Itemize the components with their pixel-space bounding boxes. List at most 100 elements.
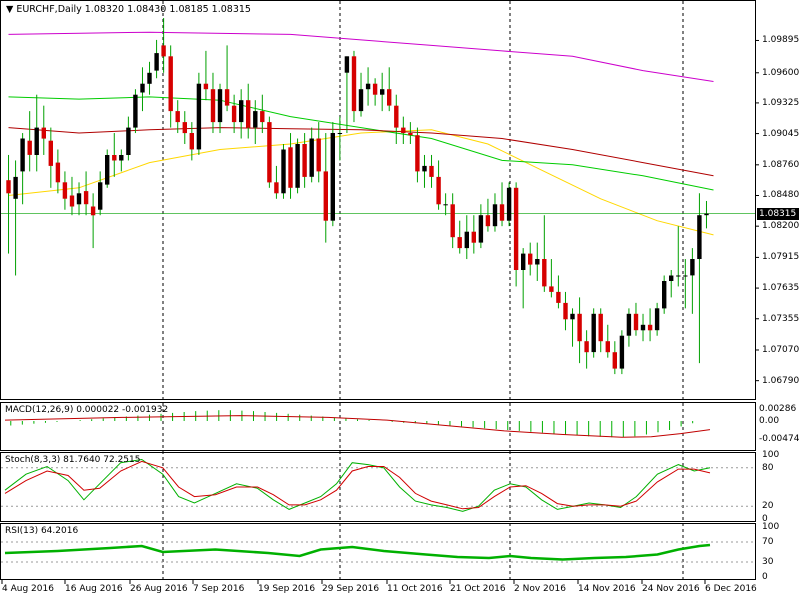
- candle: [372, 78, 378, 106]
- candle-body: [640, 324, 646, 331]
- candle-body: [633, 313, 639, 331]
- candle: [365, 67, 371, 106]
- candle-body: [704, 213, 709, 216]
- candle: [55, 149, 61, 194]
- candle: [471, 215, 476, 254]
- current-price-box: 1.08315: [757, 207, 799, 220]
- price-tick-label: 1.09045: [762, 128, 800, 139]
- date-tick-label: 6 Dec 2016: [705, 584, 757, 594]
- candle: [260, 94, 265, 134]
- candle-body: [415, 135, 420, 172]
- candle: [133, 89, 138, 134]
- date-separator-lines: [162, 1, 684, 580]
- candle-body: [690, 259, 695, 276]
- candle-body: [189, 133, 194, 150]
- candle-body: [105, 155, 110, 185]
- candle: [316, 122, 321, 183]
- candle-body: [584, 341, 589, 353]
- price-tick-label: 1.06790: [762, 375, 800, 386]
- candle-body: [612, 352, 617, 369]
- candle: [556, 275, 561, 309]
- candle-body: [140, 83, 145, 93]
- candle: [140, 67, 145, 112]
- candle-body: [542, 259, 547, 287]
- candle-body: [246, 100, 251, 128]
- candle-body: [394, 105, 399, 128]
- candle: [584, 330, 589, 369]
- candle: [48, 127, 53, 188]
- candle: [246, 83, 251, 139]
- candle: [478, 204, 484, 249]
- candle: [429, 154, 434, 188]
- candle-body: [358, 89, 364, 112]
- date-tick-label: 26 Aug 2016: [130, 584, 188, 594]
- moving-averages: [8, 31, 714, 236]
- candle: [492, 193, 498, 232]
- candle: [189, 122, 194, 161]
- date-tick-label: 2 Nov 2016: [514, 584, 566, 594]
- candle-body: [577, 313, 582, 342]
- candle: [485, 198, 491, 232]
- candle: [662, 275, 667, 314]
- candle-body: [337, 133, 343, 134]
- candle: [98, 171, 103, 216]
- candle-body: [20, 138, 25, 172]
- candle-body: [224, 89, 230, 106]
- axis-tick-marks: [1, 39, 759, 584]
- candle: [344, 56, 350, 134]
- price-tick-label: 1.09895: [762, 35, 800, 46]
- candle-body: [591, 313, 596, 353]
- candle-body: [295, 144, 300, 188]
- candle-body: [112, 155, 117, 161]
- candle-body: [387, 89, 392, 106]
- candle: [387, 67, 392, 112]
- candle-body: [133, 94, 138, 128]
- stoch-main-line: [4, 458, 711, 512]
- candle-body: [6, 180, 11, 194]
- rsi-indicator: [1, 541, 755, 563]
- collapse-arrow-icon[interactable]: ▼: [6, 4, 14, 15]
- candle: [612, 341, 617, 375]
- candle: [528, 242, 533, 276]
- candle-body: [34, 127, 39, 155]
- rsi-line: [4, 543, 711, 561]
- candle-body: [260, 111, 265, 123]
- candle-body: [281, 149, 286, 194]
- candle-body: [372, 83, 378, 95]
- candle-body: [231, 105, 237, 123]
- candle-body: [506, 187, 512, 221]
- candle: [295, 138, 300, 194]
- candle: [499, 182, 505, 227]
- rsi-tick-label: 0: [762, 572, 768, 582]
- candle: [13, 160, 18, 276]
- macd-indicator: [4, 410, 711, 438]
- candle: [640, 313, 646, 342]
- candle-body: [154, 53, 159, 71]
- candle-body: [330, 133, 335, 221]
- candle-body: [182, 122, 187, 134]
- candle: [168, 45, 173, 128]
- candlesticks: [6, 18, 709, 375]
- candle: [69, 176, 75, 216]
- date-tick-label: 19 Sep 2016: [258, 584, 316, 594]
- candle: [542, 215, 547, 292]
- price-tick-label: 1.07915: [762, 252, 800, 263]
- candle-body: [147, 72, 152, 84]
- rsi-tick-label: 70: [762, 537, 774, 547]
- candle-body: [253, 111, 258, 128]
- candle-body: [267, 122, 272, 183]
- macd-signal-line: [4, 415, 711, 438]
- candle-body: [274, 182, 279, 194]
- rsi-label: RSI(13) 64.2016: [5, 526, 79, 536]
- candle: [415, 127, 420, 183]
- candle-body: [76, 193, 82, 205]
- candle-body: [605, 341, 610, 353]
- candle-body: [90, 206, 96, 216]
- candle-body: [288, 147, 293, 188]
- candle-body: [316, 138, 321, 172]
- moving-average-line: [8, 127, 714, 177]
- candle-body: [683, 275, 688, 277]
- candle-body: [119, 155, 124, 161]
- candle: [203, 50, 209, 101]
